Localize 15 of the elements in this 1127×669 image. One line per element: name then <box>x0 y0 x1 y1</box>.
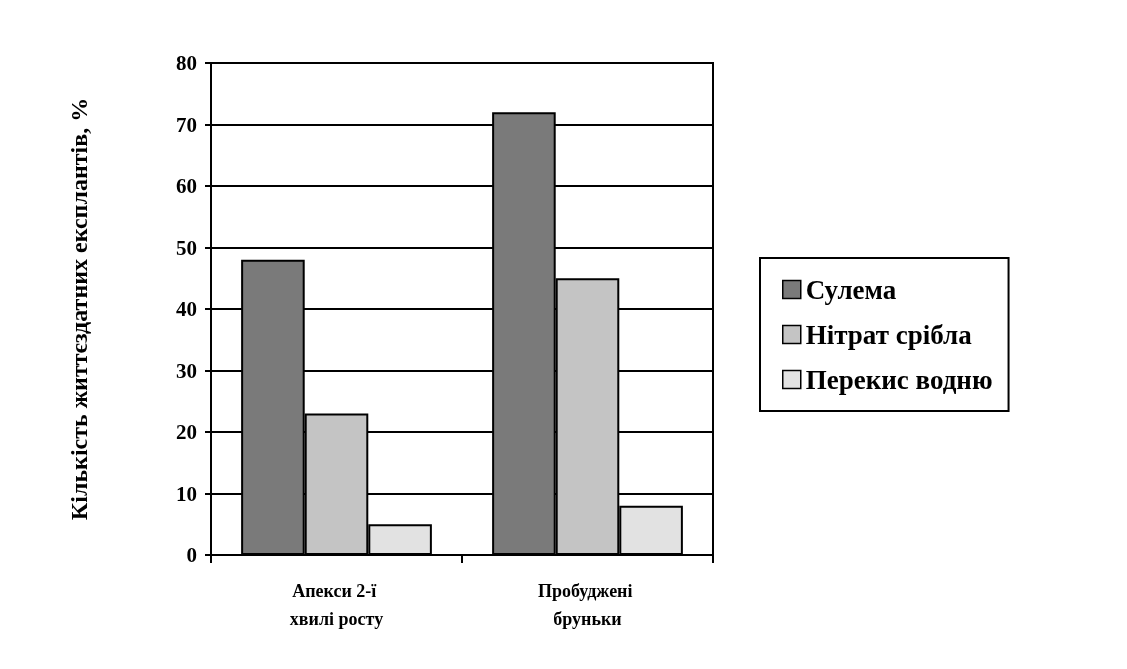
y-tick-label: 0 <box>186 543 197 567</box>
y-tick-label: 70 <box>176 112 197 137</box>
legend-label: Нітрат срібла <box>805 319 973 350</box>
y-tick-label: 30 <box>176 358 197 383</box>
y-tick-label: 60 <box>176 174 197 198</box>
x-tick-label: Апекси 2-ї хвилі росту <box>289 581 384 629</box>
y-tick-label: 40 <box>176 297 197 321</box>
y-tick-label: 50 <box>176 235 197 260</box>
y-tick-label: 10 <box>176 481 197 506</box>
y-tick-label: 20 <box>176 420 197 444</box>
legend-label: Перекис водню <box>805 364 993 395</box>
legend-label: Сулема <box>805 274 897 305</box>
y-tick-label: 80 <box>176 51 197 75</box>
y-axis-title: Кількість життєздатних експлантів, % <box>66 97 92 521</box>
x-tick-label: Пробуджені бруньки <box>538 581 637 629</box>
